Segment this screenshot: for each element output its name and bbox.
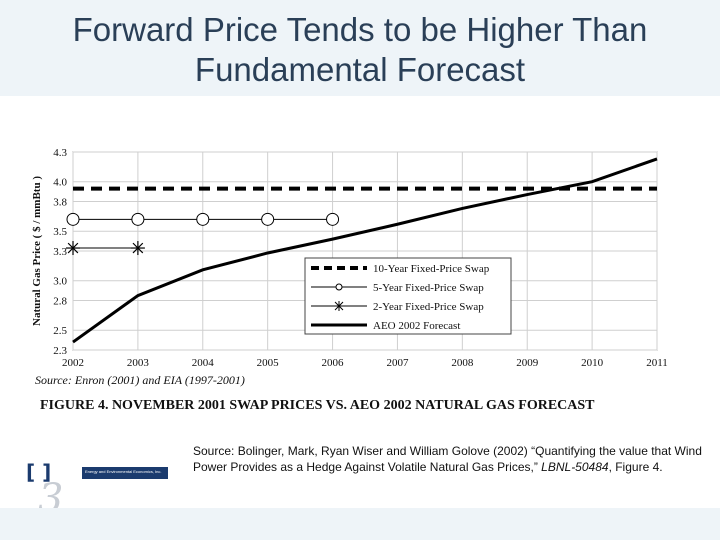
citation-report-id: LBNL-50484: [541, 460, 609, 474]
y-tick-label: 3.5: [53, 226, 67, 238]
slide-title-line-1: Forward Price Tends to be Higher Than: [72, 11, 648, 48]
y-tick-label: 2.5: [53, 325, 67, 337]
x-tick-label: 2010: [581, 357, 604, 369]
legend-box: [304, 257, 512, 335]
y-tick-label: 4.3: [53, 147, 67, 159]
y-tick-label: 4.0: [53, 177, 67, 189]
y-tick-label: 3.8: [53, 197, 67, 209]
slide-title-line-2: Fundamental Forecast: [194, 51, 526, 88]
slide-title: Forward Price Tends to be Higher Than Fu…: [0, 10, 720, 90]
chart-figure: 2.3 2.5 2.8 3.0 3.3 3.5 3.8 4.0 4.3 2002 2003 2004 2…: [27, 128, 717, 418]
x-tick-label: 2003: [127, 357, 150, 369]
x-tick-label: 2011: [646, 357, 668, 369]
series-5-year-swap-point: [196, 212, 210, 226]
y-axis-label: Natural Gas Price ( $ / mmBtu ): [31, 176, 43, 326]
bottom-band: [0, 508, 720, 540]
x-tick-label: 2005: [257, 357, 280, 369]
logo-org-name: Energy and Environmental Economics, Inc.: [85, 469, 162, 474]
series-aeo-forecast-line: [72, 157, 658, 344]
figure-caption: FIGURE 4. NOVEMBER 2001 SWAP PRICES VS. …: [40, 398, 595, 413]
legend-5-year-swap-marker: [335, 283, 343, 291]
citation-text: Source: Bolinger, Mark, Ryan Wiser and W…: [193, 443, 713, 475]
logo-bracket: [ ]: [26, 460, 52, 484]
citation-prefix: Source: Bolinger, Mark, Ryan Wiser and W…: [193, 444, 702, 474]
x-tick-label: 2006: [322, 357, 345, 369]
chart-source-note: Source: Enron (2001) and EIA (1997-2001): [35, 373, 245, 387]
legend-label: 10-Year Fixed-Price Swap: [373, 263, 490, 275]
x-tick-label: 2009: [516, 357, 539, 369]
title-band: [0, 0, 720, 96]
series-5-year-swap-point: [261, 212, 275, 226]
x-tick-label: 2008: [451, 357, 474, 369]
y-tick-label: 3.0: [53, 276, 67, 288]
x-tick-label: 2004: [192, 357, 215, 369]
y-tick-label: 2.3: [53, 345, 67, 357]
citation-suffix: , Figure 4.: [608, 460, 663, 474]
series-2-year-swap-point: [66, 241, 80, 256]
series-5-year-swap-point: [131, 212, 145, 226]
series-5-year-swap-point: [66, 212, 80, 226]
legend-label: AEO 2002 Forecast: [373, 320, 460, 332]
series-5-year-swap-point: [326, 212, 340, 226]
legend-label: 5-Year Fixed-Price Swap: [373, 282, 484, 294]
y-tick-label: 2.8: [53, 296, 67, 308]
y-tick-label: 3.3: [53, 246, 67, 258]
series-2-year-swap-point: [130, 241, 145, 256]
legend-label: 2-Year Fixed-Price Swap: [373, 301, 484, 313]
x-tick-label: 2002: [62, 357, 84, 369]
x-tick-label: 2007: [386, 357, 409, 369]
logo-bar: Energy and Environmental Economics, Inc.: [82, 467, 168, 479]
chart-svg: 2.3 2.5 2.8 3.0 3.3 3.5 3.8 4.0 4.3 2002 2003 2004 2…: [31, 147, 668, 387]
